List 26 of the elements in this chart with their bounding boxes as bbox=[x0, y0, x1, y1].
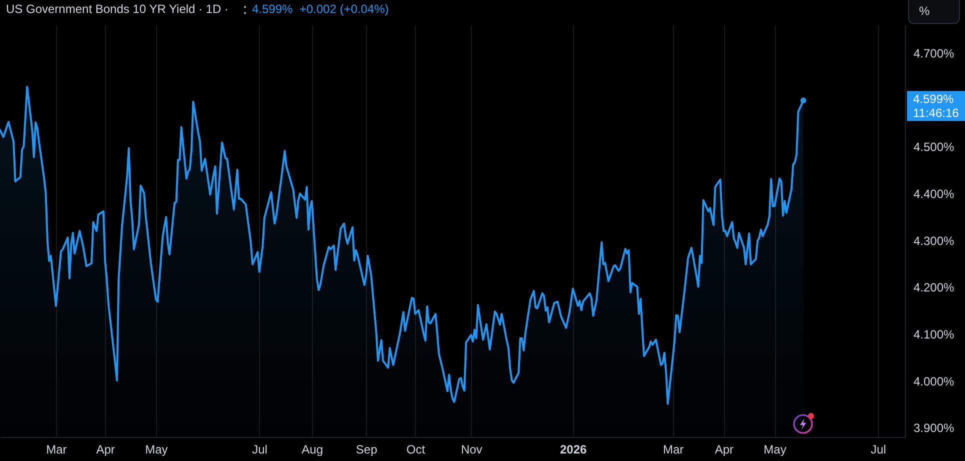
y-tick-label: 4.700% bbox=[914, 46, 955, 61]
x-tick-label: Aug bbox=[302, 442, 324, 456]
x-tick-label: Apr bbox=[714, 442, 734, 456]
x-tick-label: Apr bbox=[96, 442, 115, 456]
x-tick-label: Oct bbox=[406, 442, 426, 456]
chart-title: US Government Bonds 10 YR Yield · 1D · bbox=[6, 2, 229, 17]
x-tick-label: 2026 bbox=[560, 442, 587, 456]
text: % bbox=[918, 4, 930, 18]
x-tick-label: Mar bbox=[662, 442, 684, 456]
text: 4.599% bbox=[913, 92, 955, 106]
x-tick-label: Sep bbox=[356, 442, 378, 456]
y-tick-label: 4.100% bbox=[914, 328, 955, 342]
chart-subtitle: 4.599% +0.002 (+0.04%) bbox=[252, 2, 389, 17]
text: 11:46:16 bbox=[913, 106, 960, 120]
y-tick-label: 4.200% bbox=[914, 280, 955, 295]
y-tick-label: 4.400% bbox=[914, 187, 955, 202]
x-tick-label: Mar bbox=[46, 442, 67, 456]
y-tick-label: 3.900% bbox=[914, 421, 955, 436]
y-tick-label: 4.000% bbox=[914, 374, 955, 388]
x-tick-label: Jul bbox=[870, 442, 886, 456]
x-tick-label: Jul bbox=[252, 442, 268, 456]
y-tick-label: 4.300% bbox=[914, 234, 955, 248]
x-tick-label: Nov bbox=[460, 442, 482, 456]
y-tick-label: 4.500% bbox=[914, 140, 955, 154]
x-tick-label: May bbox=[145, 442, 168, 456]
x-tick-label: May bbox=[764, 442, 786, 456]
